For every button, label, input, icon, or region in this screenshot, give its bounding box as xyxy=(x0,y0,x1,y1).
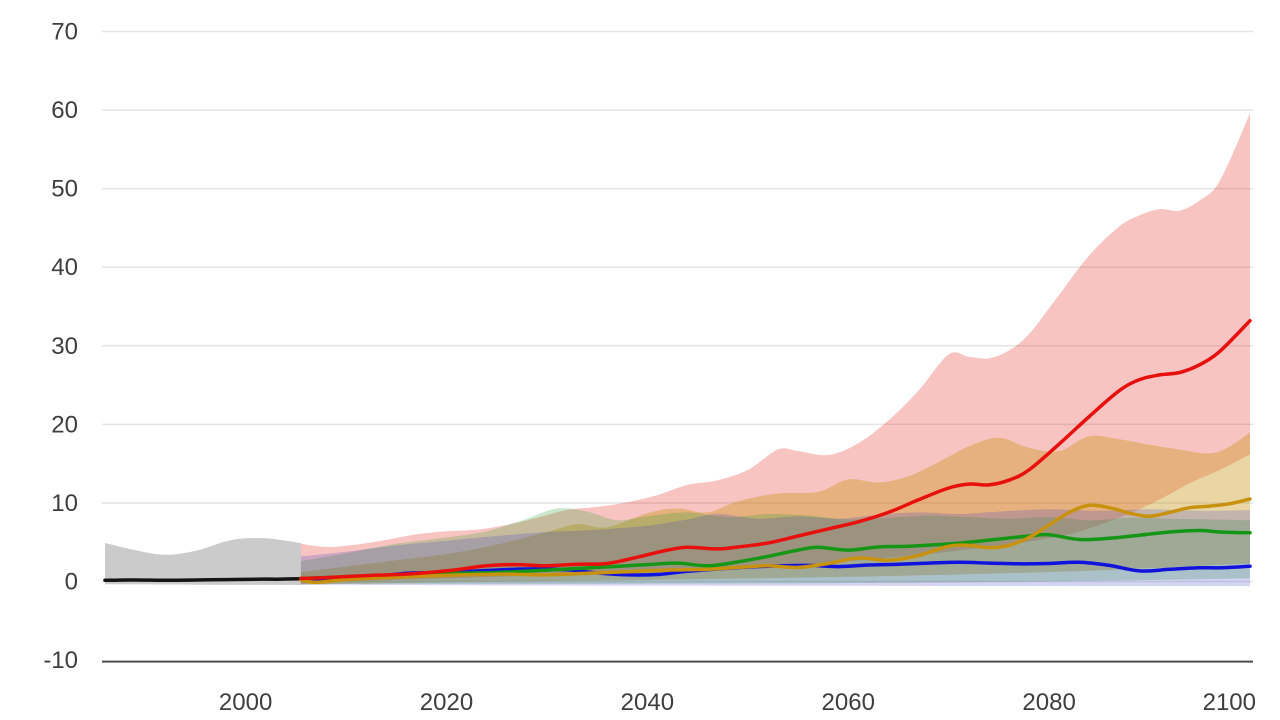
x-tick-label-2100: 2100 xyxy=(1203,689,1256,716)
y-tick-label--10: -10 xyxy=(43,647,78,674)
y-tick-label-50: 50 xyxy=(51,176,78,203)
y-tick-label-70: 70 xyxy=(51,19,78,46)
y-tick-label-20: 20 xyxy=(51,411,78,438)
x-tick-label-2080: 2080 xyxy=(1022,689,1075,716)
series-line-orange-scenario xyxy=(299,497,1252,585)
uncertainty-band-orange-scenario xyxy=(300,432,1250,585)
series-line-historical xyxy=(103,577,303,583)
y-tick-label-60: 60 xyxy=(51,97,78,124)
series-line-blue-scenario xyxy=(299,560,1252,582)
uncertainty-band-historical xyxy=(105,537,301,586)
x-tick-label-2060: 2060 xyxy=(822,689,875,716)
series-line-red-scenario xyxy=(299,318,1252,581)
x-tick-label-2040: 2040 xyxy=(621,689,674,716)
y-tick-label-40: 40 xyxy=(51,254,78,281)
x-tick-label-2020: 2020 xyxy=(420,689,473,716)
y-tick-label-30: 30 xyxy=(51,333,78,360)
y-tick-label-10: 10 xyxy=(51,490,78,517)
uncertainty-band-red-scenario xyxy=(300,113,1250,584)
y-tick-label-0: 0 xyxy=(65,569,78,596)
x-tick-label-2000: 2000 xyxy=(219,689,272,716)
series-line-green-scenario xyxy=(299,528,1252,581)
